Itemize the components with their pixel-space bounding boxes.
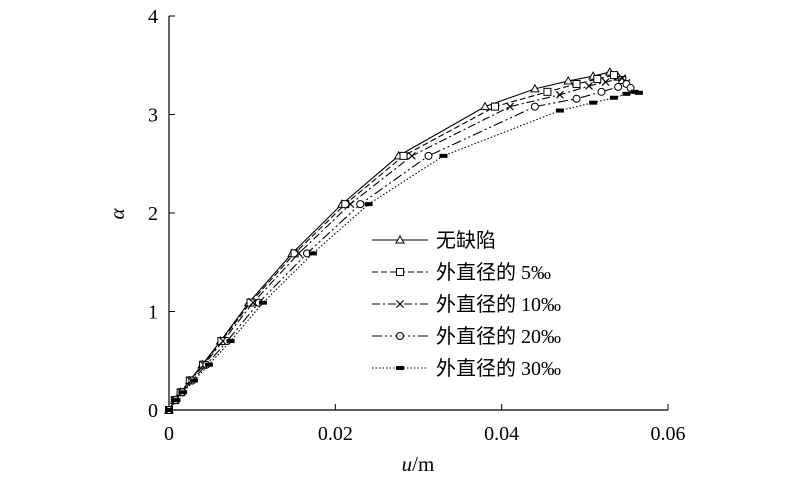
data-point — [308, 251, 317, 256]
y-tick-label: 0 — [148, 400, 158, 422]
data-point — [294, 249, 303, 258]
data-point — [572, 79, 581, 88]
y-tick-label: 2 — [148, 203, 158, 225]
data-point — [506, 102, 514, 111]
legend-label: 外直径的 10‰ — [436, 293, 561, 316]
data-point — [609, 95, 618, 100]
data-point — [555, 108, 564, 113]
data-point — [634, 90, 643, 95]
data-point — [341, 200, 350, 209]
x-axis-label: u/m — [402, 452, 435, 476]
data-point — [530, 102, 539, 111]
data-point — [480, 101, 490, 111]
data-point — [179, 390, 188, 395]
legend-label: 外直径的 5‰ — [436, 261, 551, 284]
legend-marker — [396, 268, 404, 276]
x-tick-label: 0.06 — [651, 423, 686, 445]
data-point — [226, 339, 235, 344]
data-point — [356, 200, 365, 209]
legend-item: 外直径的 30‰ — [372, 357, 561, 380]
x-tick-label: 0.04 — [484, 423, 519, 445]
data-point — [555, 90, 564, 99]
x-tick-label: 0.02 — [318, 423, 353, 445]
y-axis-label: α — [105, 208, 129, 220]
series-line — [168, 91, 640, 411]
data-point — [204, 362, 213, 367]
series-line — [168, 83, 631, 411]
legend-item: 无缺陷 — [372, 229, 496, 252]
y-tick-label: 3 — [148, 105, 158, 127]
data-point — [589, 100, 598, 105]
legend-item: 外直径的 5‰ — [372, 261, 551, 284]
data-point — [346, 200, 355, 209]
data-point — [543, 87, 552, 96]
data-point — [622, 91, 631, 96]
legend-item: 外直径的 10‰ — [372, 293, 561, 316]
data-point — [407, 151, 416, 160]
data-point — [165, 408, 173, 412]
x-axis-label-var: u — [402, 452, 413, 476]
legend-marker — [396, 300, 404, 308]
data-point — [258, 300, 267, 305]
data-point — [424, 151, 433, 160]
data-point — [609, 71, 618, 80]
data-point — [597, 87, 606, 96]
data-point — [593, 75, 602, 84]
legend-item: 外直径的 20‰ — [372, 325, 561, 348]
axes: 0 0.02 0.04 0.06 0 1 2 3 4 — [148, 6, 686, 445]
data-point — [172, 398, 181, 403]
series-group — [164, 67, 643, 414]
legend-label: 无缺陷 — [436, 229, 496, 252]
data-point — [530, 83, 540, 93]
data-point — [563, 76, 574, 85]
series-line — [168, 74, 623, 411]
legend-marker — [395, 234, 405, 244]
data-point — [601, 78, 610, 86]
data-point — [614, 82, 623, 91]
data-point — [189, 378, 198, 383]
data-point — [572, 94, 581, 103]
data-point — [626, 83, 635, 92]
y-tick-label: 1 — [148, 302, 158, 324]
y-tick-label: 4 — [148, 6, 158, 28]
series-5 — [165, 89, 643, 412]
data-point — [399, 151, 408, 160]
x-axis-label-unit: /m — [412, 452, 434, 476]
data-point — [585, 82, 593, 90]
data-point — [249, 298, 257, 307]
data-point — [491, 102, 500, 111]
legend-marker — [396, 332, 404, 340]
x-tick-label: 0 — [164, 423, 174, 445]
series-4 — [165, 79, 635, 414]
data-point — [630, 89, 639, 94]
data-point — [364, 202, 373, 207]
legend-marker — [396, 366, 404, 370]
data-point — [439, 153, 448, 158]
legend-label: 外直径的 20‰ — [436, 325, 561, 348]
legend-label: 外直径的 30‰ — [436, 357, 561, 380]
